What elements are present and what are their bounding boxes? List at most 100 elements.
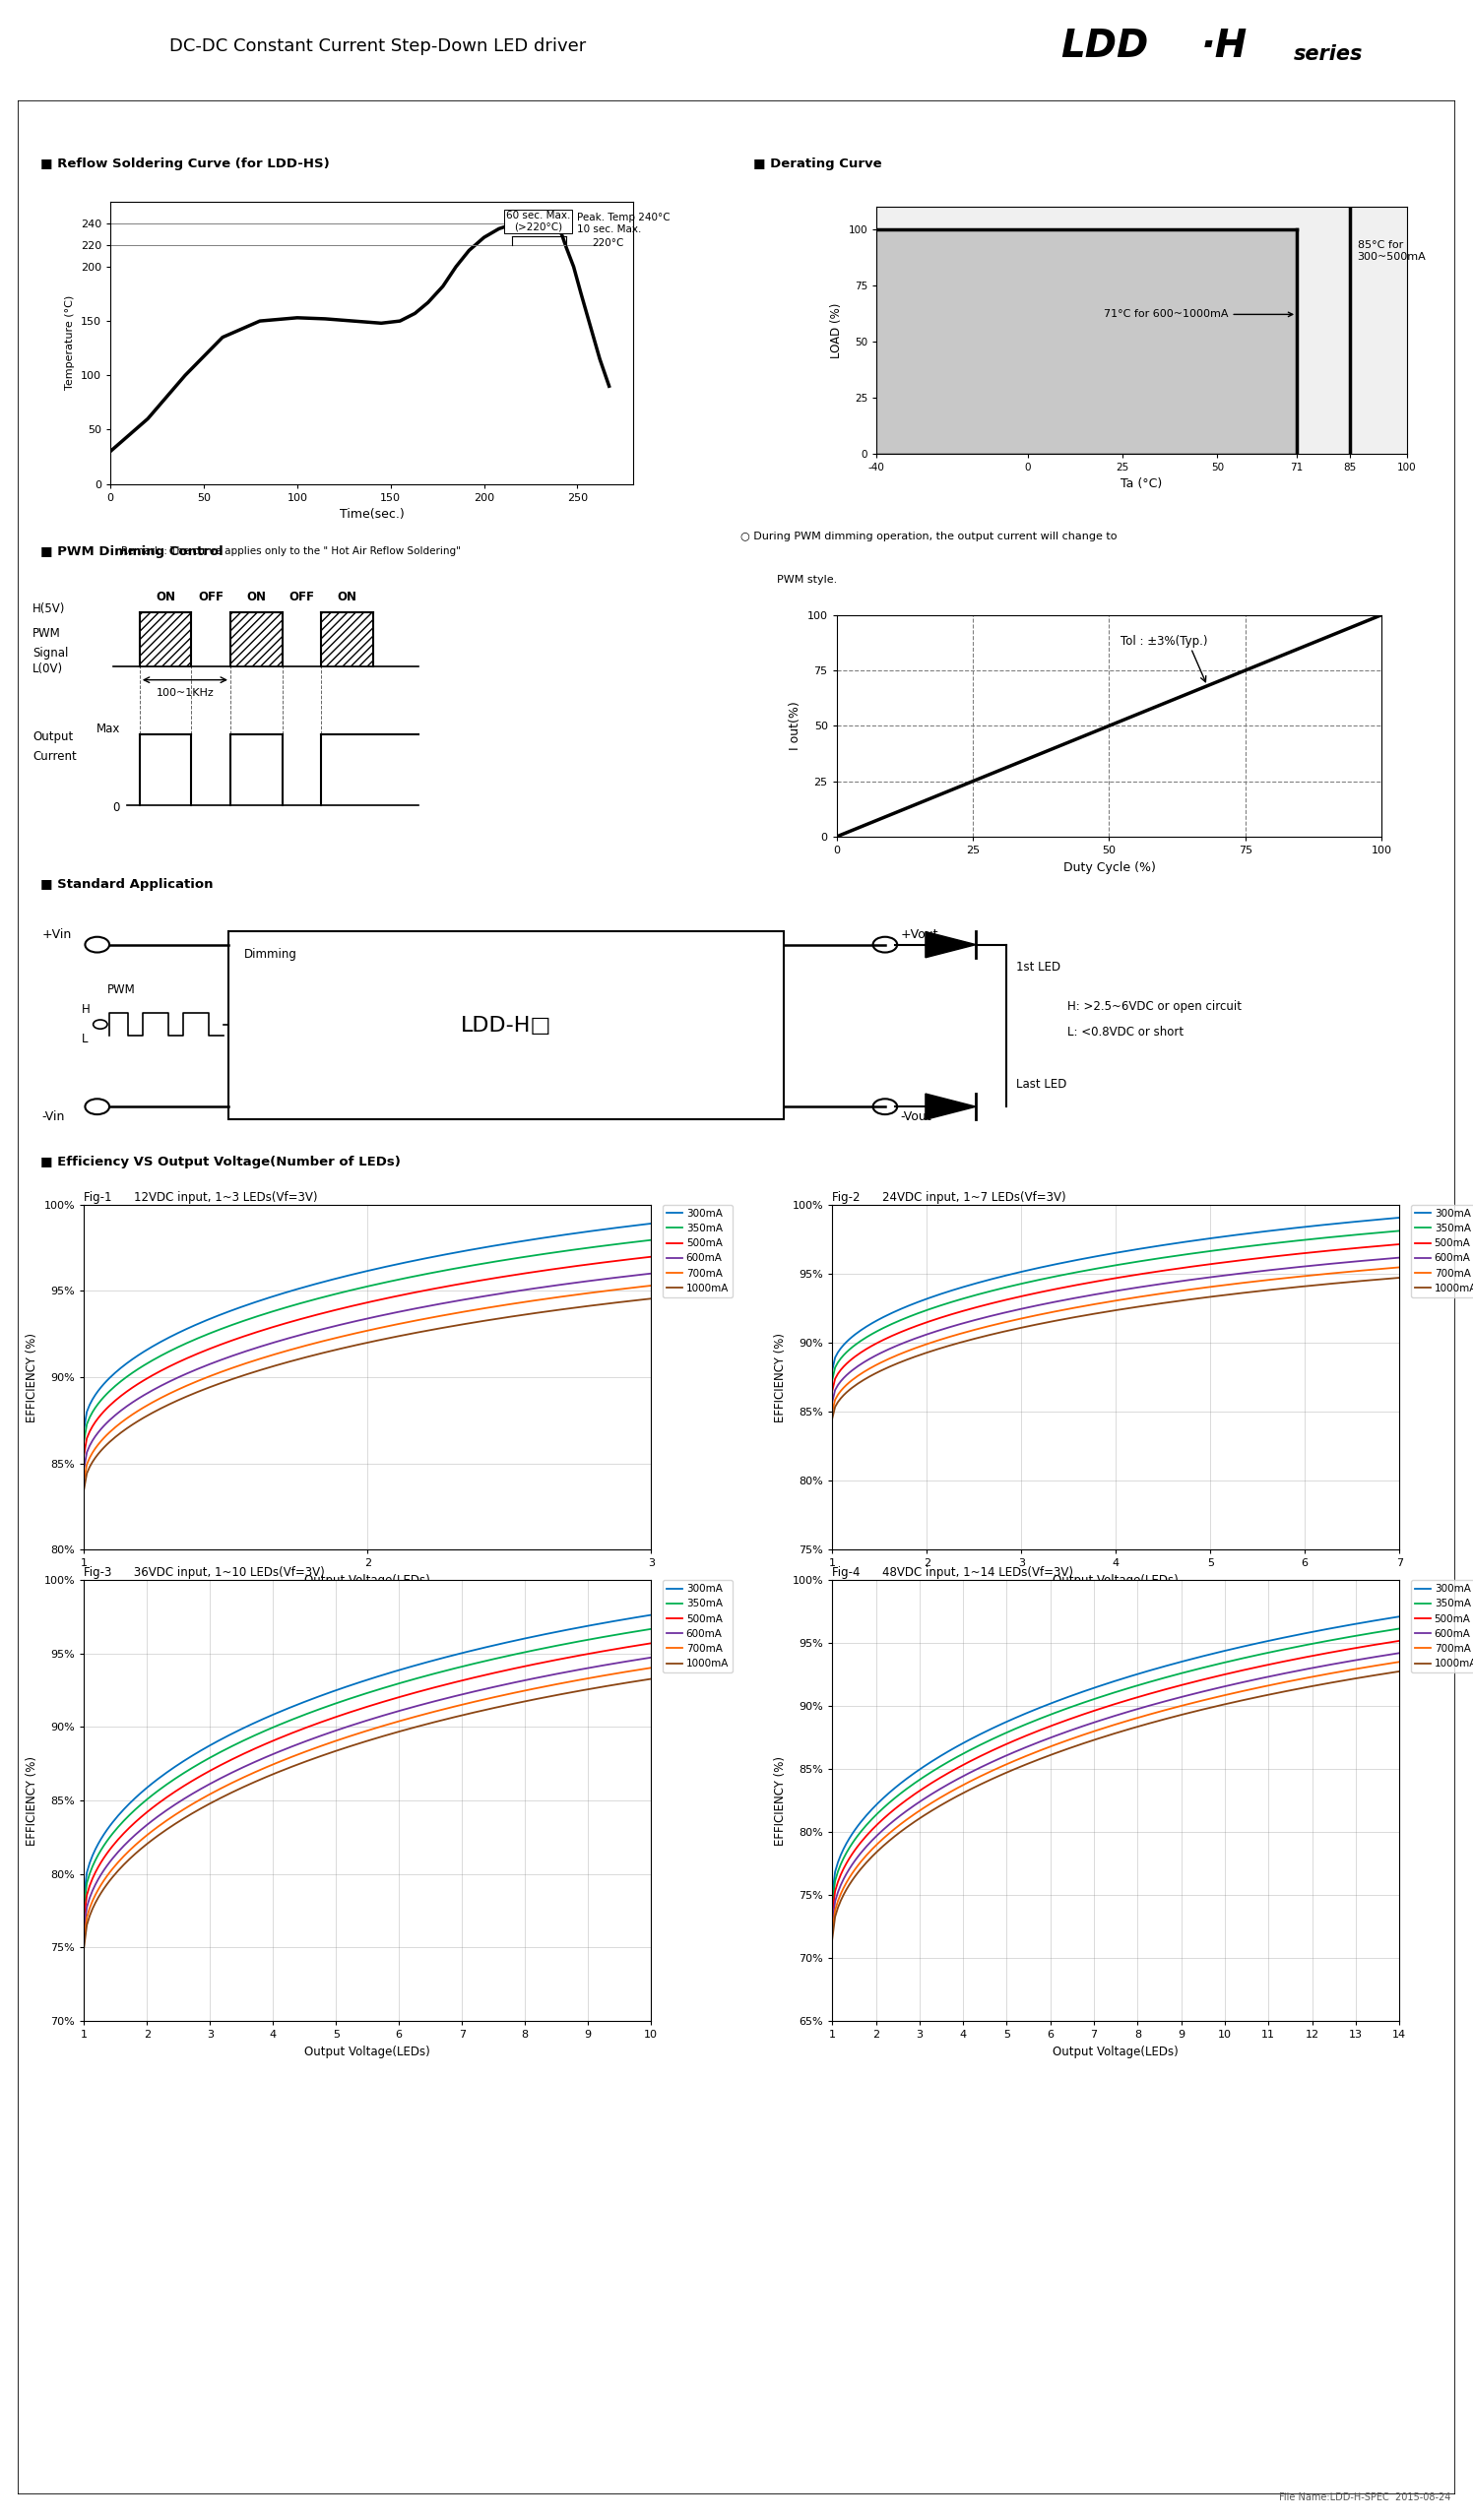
Line: 300mA: 300mA bbox=[84, 1225, 651, 1429]
500mA bbox=[227, 1326, 245, 1356]
Text: 220°C: 220°C bbox=[592, 237, 625, 247]
300mA bbox=[227, 1716, 245, 1746]
350mA bbox=[181, 1328, 199, 1358]
1000mA bbox=[975, 1320, 993, 1351]
Text: 1st LED: 1st LED bbox=[1016, 960, 1061, 973]
Line: 600mA: 600mA bbox=[832, 1653, 1399, 1925]
350mA bbox=[1363, 1217, 1380, 1247]
500mA bbox=[1342, 1633, 1360, 1663]
600mA bbox=[181, 1782, 199, 1812]
700mA bbox=[97, 1862, 115, 1893]
Legend: 300mA, 350mA, 500mA, 600mA, 700mA, 1000mA: 300mA, 350mA, 500mA, 600mA, 700mA, 1000m… bbox=[663, 1205, 732, 1298]
Text: Fig-2      24VDC input, 1~7 LEDs(Vf=3V): Fig-2 24VDC input, 1~7 LEDs(Vf=3V) bbox=[832, 1189, 1066, 1205]
Y-axis label: EFFICIENCY (%): EFFICIENCY (%) bbox=[773, 1756, 787, 1845]
500mA bbox=[642, 1242, 660, 1273]
600mA bbox=[1391, 1638, 1408, 1668]
1000mA bbox=[614, 1668, 632, 1698]
Text: LDD: LDD bbox=[1061, 28, 1149, 66]
600mA bbox=[823, 1910, 841, 1940]
700mA bbox=[75, 1925, 93, 1956]
Line: 600mA: 600mA bbox=[84, 1273, 651, 1469]
Line: 500mA: 500mA bbox=[84, 1257, 651, 1454]
500mA bbox=[929, 1764, 947, 1794]
1000mA bbox=[1391, 1263, 1408, 1293]
Line: 700mA: 700mA bbox=[84, 1285, 651, 1482]
1000mA bbox=[642, 1283, 660, 1313]
X-axis label: Duty Cycle (%): Duty Cycle (%) bbox=[1064, 862, 1155, 874]
350mA bbox=[642, 1225, 660, 1255]
Line: 500mA: 500mA bbox=[84, 1643, 651, 1918]
Line: 500mA: 500mA bbox=[832, 1245, 1399, 1391]
Text: Tol : ±3%(Typ.): Tol : ±3%(Typ.) bbox=[1119, 635, 1208, 648]
350mA bbox=[614, 1227, 632, 1257]
Line: 600mA: 600mA bbox=[84, 1658, 651, 1930]
300mA bbox=[857, 1310, 875, 1341]
600mA bbox=[1391, 1242, 1408, 1273]
Text: ■ Efficiency VS Output Voltage(Number of LEDs): ■ Efficiency VS Output Voltage(Number of… bbox=[41, 1154, 401, 1169]
500mA bbox=[1363, 1232, 1380, 1263]
Text: Peak. Temp 240°C
10 sec. Max.: Peak. Temp 240°C 10 sec. Max. bbox=[577, 212, 670, 234]
600mA bbox=[642, 1643, 660, 1673]
700mA bbox=[642, 1653, 660, 1683]
Line: 300mA: 300mA bbox=[84, 1615, 651, 1895]
300mA bbox=[75, 1880, 93, 1910]
Text: Last LED: Last LED bbox=[1016, 1079, 1066, 1091]
700mA bbox=[857, 1840, 875, 1870]
600mA bbox=[75, 1454, 93, 1484]
500mA bbox=[75, 1439, 93, 1469]
600mA bbox=[75, 1915, 93, 1945]
500mA bbox=[181, 1343, 199, 1373]
700mA bbox=[642, 1270, 660, 1300]
500mA bbox=[1391, 1230, 1408, 1260]
700mA bbox=[1391, 1252, 1408, 1283]
350mA bbox=[109, 1368, 127, 1399]
600mA bbox=[109, 1399, 127, 1429]
300mA bbox=[75, 1414, 93, 1444]
350mA bbox=[594, 1623, 611, 1653]
700mA bbox=[594, 1275, 611, 1305]
Legend: 300mA, 350mA, 500mA, 600mA, 700mA, 1000mA: 300mA, 350mA, 500mA, 600mA, 700mA, 1000m… bbox=[1411, 1205, 1473, 1298]
350mA bbox=[857, 1323, 875, 1353]
Polygon shape bbox=[925, 932, 977, 958]
1000mA bbox=[75, 1933, 93, 1963]
Y-axis label: I out(%): I out(%) bbox=[790, 701, 801, 751]
700mA bbox=[614, 1273, 632, 1303]
350mA bbox=[1363, 1618, 1380, 1648]
350mA bbox=[929, 1290, 947, 1320]
Y-axis label: Temperature (°C): Temperature (°C) bbox=[65, 295, 75, 391]
700mA bbox=[227, 1767, 245, 1797]
300mA bbox=[109, 1356, 127, 1386]
300mA bbox=[181, 1313, 199, 1343]
300mA bbox=[109, 1799, 127, 1830]
Text: ON: ON bbox=[156, 590, 175, 605]
300mA bbox=[975, 1719, 993, 1749]
700mA bbox=[823, 1918, 841, 1948]
Text: 0: 0 bbox=[113, 801, 121, 814]
700mA bbox=[1391, 1646, 1408, 1676]
Text: OFF: OFF bbox=[199, 590, 224, 605]
350mA bbox=[109, 1812, 127, 1842]
Text: H: >2.5~6VDC or open circuit: H: >2.5~6VDC or open circuit bbox=[1066, 1000, 1242, 1013]
350mA bbox=[75, 1890, 93, 1923]
1000mA bbox=[181, 1799, 199, 1830]
500mA bbox=[846, 1835, 863, 1865]
600mA bbox=[1363, 1245, 1380, 1275]
X-axis label: Output Voltage(LEDs): Output Voltage(LEDs) bbox=[1053, 1575, 1178, 1588]
300mA bbox=[823, 1880, 841, 1910]
Line: 350mA: 350mA bbox=[84, 1628, 651, 1908]
350mA bbox=[181, 1754, 199, 1784]
500mA bbox=[614, 1633, 632, 1663]
600mA bbox=[227, 1341, 245, 1371]
Text: Dimming: Dimming bbox=[243, 948, 296, 960]
700mA bbox=[975, 1759, 993, 1789]
500mA bbox=[594, 1247, 611, 1278]
Text: +Vin: +Vin bbox=[41, 927, 72, 942]
Text: Fig-3      36VDC input, 1~10 LEDs(Vf=3V): Fig-3 36VDC input, 1~10 LEDs(Vf=3V) bbox=[84, 1565, 326, 1580]
Y-axis label: EFFICIENCY (%): EFFICIENCY (%) bbox=[25, 1756, 38, 1845]
1000mA bbox=[614, 1288, 632, 1318]
500mA bbox=[846, 1341, 863, 1371]
600mA bbox=[929, 1315, 947, 1346]
Text: Fig-1      12VDC input, 1~3 LEDs(Vf=3V): Fig-1 12VDC input, 1~3 LEDs(Vf=3V) bbox=[84, 1189, 318, 1205]
Text: Signal: Signal bbox=[32, 645, 69, 660]
X-axis label: Time(sec.): Time(sec.) bbox=[340, 509, 404, 522]
